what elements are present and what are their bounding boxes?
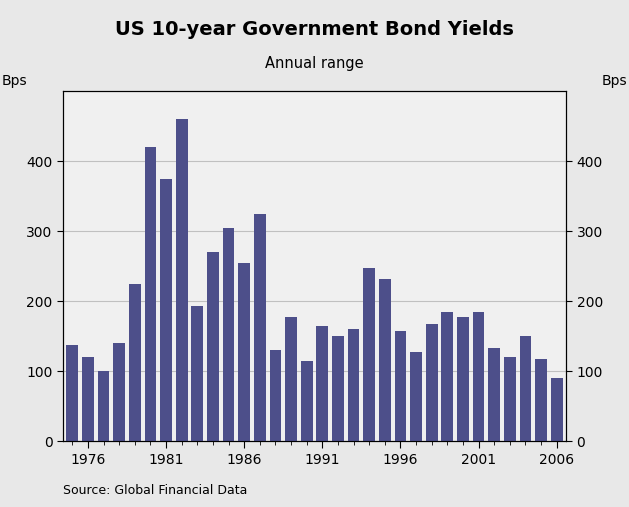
Bar	[394, 331, 406, 441]
Bar	[551, 378, 562, 441]
Bar	[270, 350, 281, 441]
Bar	[145, 147, 156, 441]
Bar	[176, 119, 187, 441]
Bar	[238, 263, 250, 441]
Bar	[254, 214, 265, 441]
Bar	[160, 179, 172, 441]
Y-axis label: Bps: Bps	[601, 74, 627, 88]
Bar	[520, 336, 532, 441]
Y-axis label: Bps: Bps	[2, 74, 28, 88]
Bar	[488, 348, 500, 441]
Bar	[442, 312, 453, 441]
Bar	[457, 316, 469, 441]
Bar	[316, 325, 328, 441]
Bar	[332, 336, 344, 441]
Bar	[426, 324, 438, 441]
Bar	[364, 268, 375, 441]
Bar	[301, 360, 313, 441]
Bar	[207, 252, 219, 441]
Bar	[113, 343, 125, 441]
Bar	[410, 351, 422, 441]
Bar	[535, 358, 547, 441]
Bar	[379, 279, 391, 441]
Bar	[348, 329, 359, 441]
Bar	[97, 371, 109, 441]
Bar	[67, 345, 78, 441]
Text: US 10-year Government Bond Yields: US 10-year Government Bond Yields	[115, 20, 514, 39]
Text: Source: Global Financial Data: Source: Global Financial Data	[63, 484, 247, 497]
Text: Annual range: Annual range	[265, 56, 364, 71]
Bar	[191, 306, 203, 441]
Bar	[285, 316, 297, 441]
Bar	[504, 357, 516, 441]
Bar	[129, 284, 141, 441]
Bar	[82, 357, 94, 441]
Bar	[473, 312, 484, 441]
Bar	[223, 228, 235, 441]
